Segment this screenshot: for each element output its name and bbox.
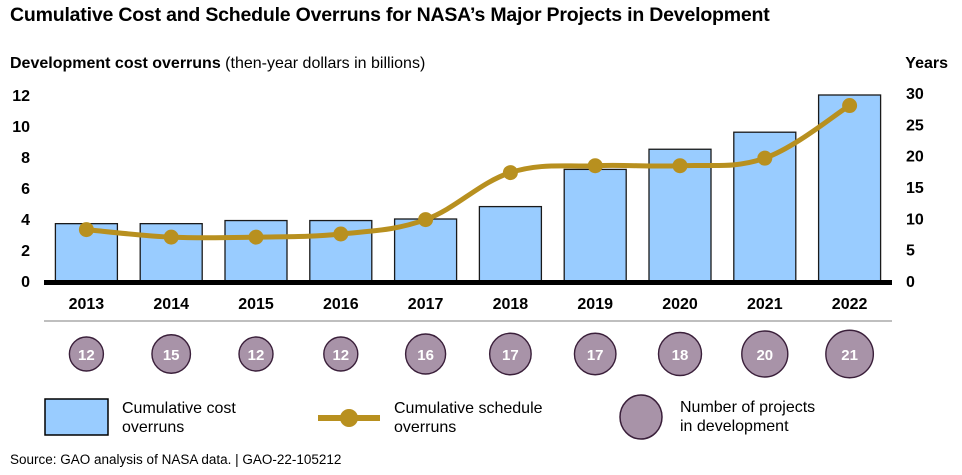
source-note: Source: GAO analysis of NASA data. | GAO… <box>10 452 342 467</box>
schedule-point-2015 <box>248 229 264 245</box>
schedule-point-2021 <box>757 150 773 166</box>
project-count-label: 17 <box>502 347 519 364</box>
project-count-bubble <box>573 332 617 376</box>
schedule-point-2022 <box>842 98 858 114</box>
right-tick-label: 20 <box>906 149 924 166</box>
project-count-label: 15 <box>163 347 180 364</box>
project-count-bubbles: 12 15 12 12 16 17 17 18 20 21 <box>68 329 875 379</box>
x-tick-label: 2013 <box>69 296 105 313</box>
project-count-label: 12 <box>248 347 265 364</box>
project-count-bubble <box>825 329 875 379</box>
right-tick-label: 5 <box>906 243 915 260</box>
x-tick-label: 2015 <box>238 296 274 313</box>
legend-bar-swatch-icon <box>44 398 109 436</box>
x-tick-label: 2022 <box>832 296 868 313</box>
project-count-bubble <box>68 336 105 372</box>
right-axis-label: Years <box>905 55 948 72</box>
x-tick-label: 2020 <box>662 296 698 313</box>
project-count-label: 17 <box>587 347 604 364</box>
project-count-label: 12 <box>332 347 349 364</box>
x-tick-label: 2021 <box>747 296 783 313</box>
project-count-bubble <box>657 331 703 377</box>
left-tick-label: 2 <box>21 243 30 260</box>
project-count-bubble <box>151 334 192 374</box>
cost-bars <box>54 94 882 282</box>
left-axis-label: Development cost overruns (then-year dol… <box>10 55 425 73</box>
x-tick-label: 2017 <box>408 296 444 313</box>
schedule-line-path <box>86 103 851 241</box>
legend-label-schedule: Cumulative schedule overruns <box>394 400 543 436</box>
cost-bar-2015 <box>224 219 288 282</box>
x-tick-label: 2014 <box>153 296 189 313</box>
left-axis-ticks: 0 2 4 6 8 10 12 <box>12 88 30 291</box>
x-tick-label: 2016 <box>323 296 359 313</box>
right-tick-label: 30 <box>906 86 924 103</box>
cost-bar-2022 <box>817 94 882 282</box>
schedule-point-2018 <box>502 165 518 181</box>
legend-line-swatch-icon <box>318 409 380 427</box>
left-tick-label: 10 <box>12 119 30 136</box>
legend-label-projects: Number of projects in development <box>680 399 816 435</box>
project-count-bubble <box>238 336 274 372</box>
chart-title: Cumulative Cost and Schedule Overruns fo… <box>10 4 770 26</box>
schedule-point-2013 <box>78 222 94 238</box>
x-axis-labels: 2013 2014 2015 2016 2017 2018 2019 2020 2021 2022 <box>69 296 868 313</box>
left-tick-label: 12 <box>12 88 30 105</box>
cost-bar-2019 <box>563 168 627 282</box>
legend-label-cost: Cumulative cost overruns <box>122 400 236 436</box>
schedule-point-2017 <box>418 212 434 228</box>
schedule-point-2016 <box>333 226 349 242</box>
left-axis-label-bold: Development cost overruns <box>10 55 221 72</box>
legend-item-schedule: Cumulative schedule overruns <box>316 398 584 438</box>
right-axis-ticks: 0 5 10 15 20 25 30 <box>906 86 924 291</box>
right-tick-label: 15 <box>906 180 924 197</box>
project-count-bubble <box>404 333 447 375</box>
left-tick-label: 4 <box>21 212 30 229</box>
project-count-bubble <box>323 336 359 372</box>
right-tick-label: 25 <box>906 117 924 134</box>
left-tick-label: 6 <box>21 181 30 198</box>
project-count-bubble <box>741 330 789 378</box>
schedule-point-2020 <box>672 158 688 174</box>
x-tick-label: 2018 <box>493 296 529 313</box>
schedule-line <box>78 98 858 245</box>
schedule-point-2014 <box>163 229 179 245</box>
legend-bubble-swatch-icon <box>619 394 663 440</box>
cost-bar-2018 <box>478 205 543 282</box>
x-axis-baseline <box>44 280 892 285</box>
left-tick-label: 8 <box>21 150 30 167</box>
right-tick-label: 10 <box>906 211 924 228</box>
schedule-point-2019 <box>587 158 603 174</box>
project-count-label: 21 <box>841 347 858 364</box>
cost-bar-2017 <box>393 218 458 282</box>
legend-item-projects: Number of projects in development <box>618 393 860 441</box>
project-count-label: 12 <box>78 347 95 364</box>
legend-item-cost: Cumulative cost overruns <box>44 398 272 438</box>
left-tick-label: 0 <box>21 274 30 291</box>
x-tick-label: 2019 <box>577 296 613 313</box>
project-count-label: 18 <box>672 347 689 364</box>
right-tick-label: 0 <box>906 274 915 291</box>
project-count-bubble <box>488 332 532 376</box>
project-count-label: 20 <box>756 347 773 364</box>
left-axis-label-rest: (then-year dollars in billions) <box>220 55 426 72</box>
project-count-label: 16 <box>417 347 434 364</box>
